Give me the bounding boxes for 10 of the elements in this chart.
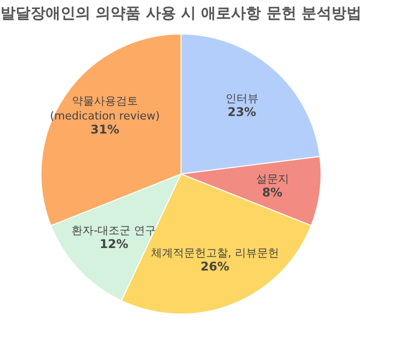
slice-label: 환자-대조군 연구 bbox=[72, 224, 156, 237]
slice-label: 설문지 bbox=[256, 172, 289, 186]
data-label: 8% bbox=[262, 186, 282, 200]
slice-label: 인터뷰 bbox=[225, 92, 258, 105]
chart-title: 발달장애인의 의약품 사용 시 애로사항 문헌 분석방법 bbox=[0, 4, 362, 22]
slice-label: 체계적문헌고찰, 리뷰문헌 bbox=[150, 246, 279, 260]
data-label: 12% bbox=[100, 236, 128, 251]
data-label: 23% bbox=[227, 104, 256, 119]
data-label: 31% bbox=[90, 122, 120, 136]
data-label: 26% bbox=[200, 260, 230, 274]
